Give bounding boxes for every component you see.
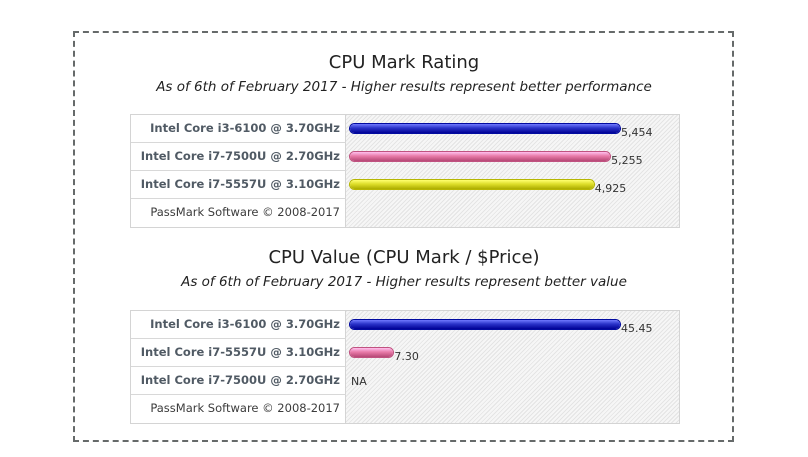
- chart1-label-column: Intel Core i3-6100 @ 3.70GHz Intel Core …: [131, 115, 346, 227]
- chart2-title: CPU Value (CPU Mark / $Price): [268, 247, 540, 268]
- cpu-mark-chart: Intel Core i3-6100 @ 3.70GHz Intel Core …: [130, 114, 680, 228]
- chart1-subtitle: As of 6th of February 2017 - Higher resu…: [156, 79, 652, 95]
- chart2-subtitle: As of 6th of February 2017 - Higher resu…: [181, 274, 627, 290]
- chart2-value-label: 45.45: [621, 322, 653, 335]
- chart2-footer: PassMark Software © 2008-2017: [150, 401, 340, 415]
- cpu-value-chart: Intel Core i3-6100 @ 3.70GHz Intel Core …: [130, 310, 680, 424]
- chart2-bar: [350, 320, 620, 329]
- chart2-category-label: Intel Core i7-5557U @ 3.10GHz: [131, 339, 346, 367]
- chart1-bar: [350, 152, 611, 161]
- chart1-value-label: 5,255: [611, 154, 643, 167]
- chart1-footer: PassMark Software © 2008-2017: [150, 205, 340, 219]
- chart2-value-label: 7.30: [394, 350, 419, 363]
- chart1-value-label: 5,454: [621, 126, 653, 139]
- chart1-bar: [350, 180, 594, 189]
- chart1-category-label: Intel Core i3-6100 @ 3.70GHz: [131, 115, 346, 143]
- chart1-category-label: Intel Core i7-5557U @ 3.10GHz: [131, 171, 346, 199]
- chart2-value-label: NA: [351, 375, 367, 388]
- chart2-category-label: Intel Core i3-6100 @ 3.70GHz: [131, 311, 346, 339]
- chart2-bar: [350, 348, 394, 357]
- chart2-label-column: Intel Core i3-6100 @ 3.70GHz Intel Core …: [131, 311, 346, 423]
- chart1-bar: [350, 124, 620, 133]
- chart2-category-label: Intel Core i7-7500U @ 2.70GHz: [131, 367, 346, 395]
- chart1-category-label: Intel Core i7-7500U @ 2.70GHz: [131, 143, 346, 171]
- chart1-title: CPU Mark Rating: [328, 52, 480, 73]
- chart1-value-label: 4,925: [594, 182, 627, 195]
- chart-frame: [73, 31, 734, 442]
